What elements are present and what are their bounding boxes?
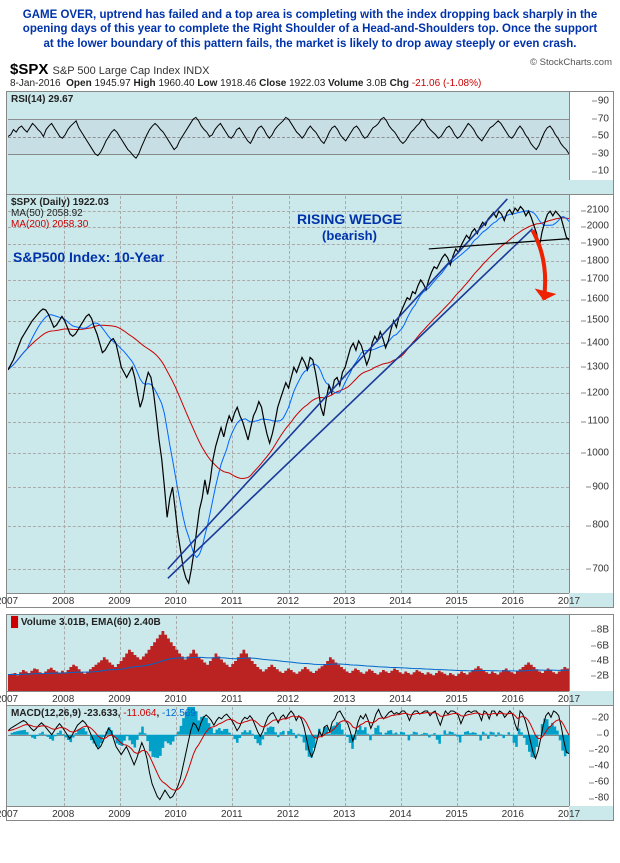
ticker-symbol: $SPX — [10, 61, 48, 78]
commentary-text: GAME OVER, uptrend has failed and a top … — [0, 0, 620, 57]
ticker-name: S&P 500 Large Cap Index INDX — [53, 65, 210, 77]
macd-panel: MACD(12,26,9) -23.633, -11.064, -12.569 … — [6, 705, 614, 821]
close: 1922.03 — [289, 78, 325, 89]
volume-panel: █ Volume 3.01B, EMA(60) 2.40B 2B4B6B8B 2… — [6, 614, 614, 706]
rsi-panel: RSI(14) 29.67 1030507090 — [6, 91, 614, 195]
volume: 3.0B — [366, 78, 387, 89]
rsi-label: RSI(14) 29.67 — [11, 94, 73, 105]
source-label: © StockCharts.com — [530, 57, 620, 68]
anno-wedge: RISING WEDGE(bearish) — [297, 211, 402, 243]
chart-header: © StockCharts.com $SPX S&P 500 Large Cap… — [0, 57, 620, 91]
anno-index: S&P500 Index: 10-Year — [13, 249, 164, 265]
high: 1960.40 — [158, 78, 194, 89]
price-panel: $SPX (Daily) 1922.03 MA(50) 2058.92 MA(2… — [6, 194, 614, 608]
vol-label: █ Volume 3.01B, EMA(60) 2.40B — [11, 617, 161, 628]
low: 1918.46 — [220, 78, 256, 89]
open: 1945.97 — [95, 78, 131, 89]
date: 8-Jan-2016 — [10, 78, 61, 89]
chg: -21.06 (-1.08%) — [412, 78, 481, 89]
macd-label: MACD(12,26,9) -23.633, -11.064, -12.569 — [11, 708, 196, 719]
price-label: $SPX (Daily) 1922.03 MA(50) 2058.92 MA(2… — [11, 197, 109, 230]
